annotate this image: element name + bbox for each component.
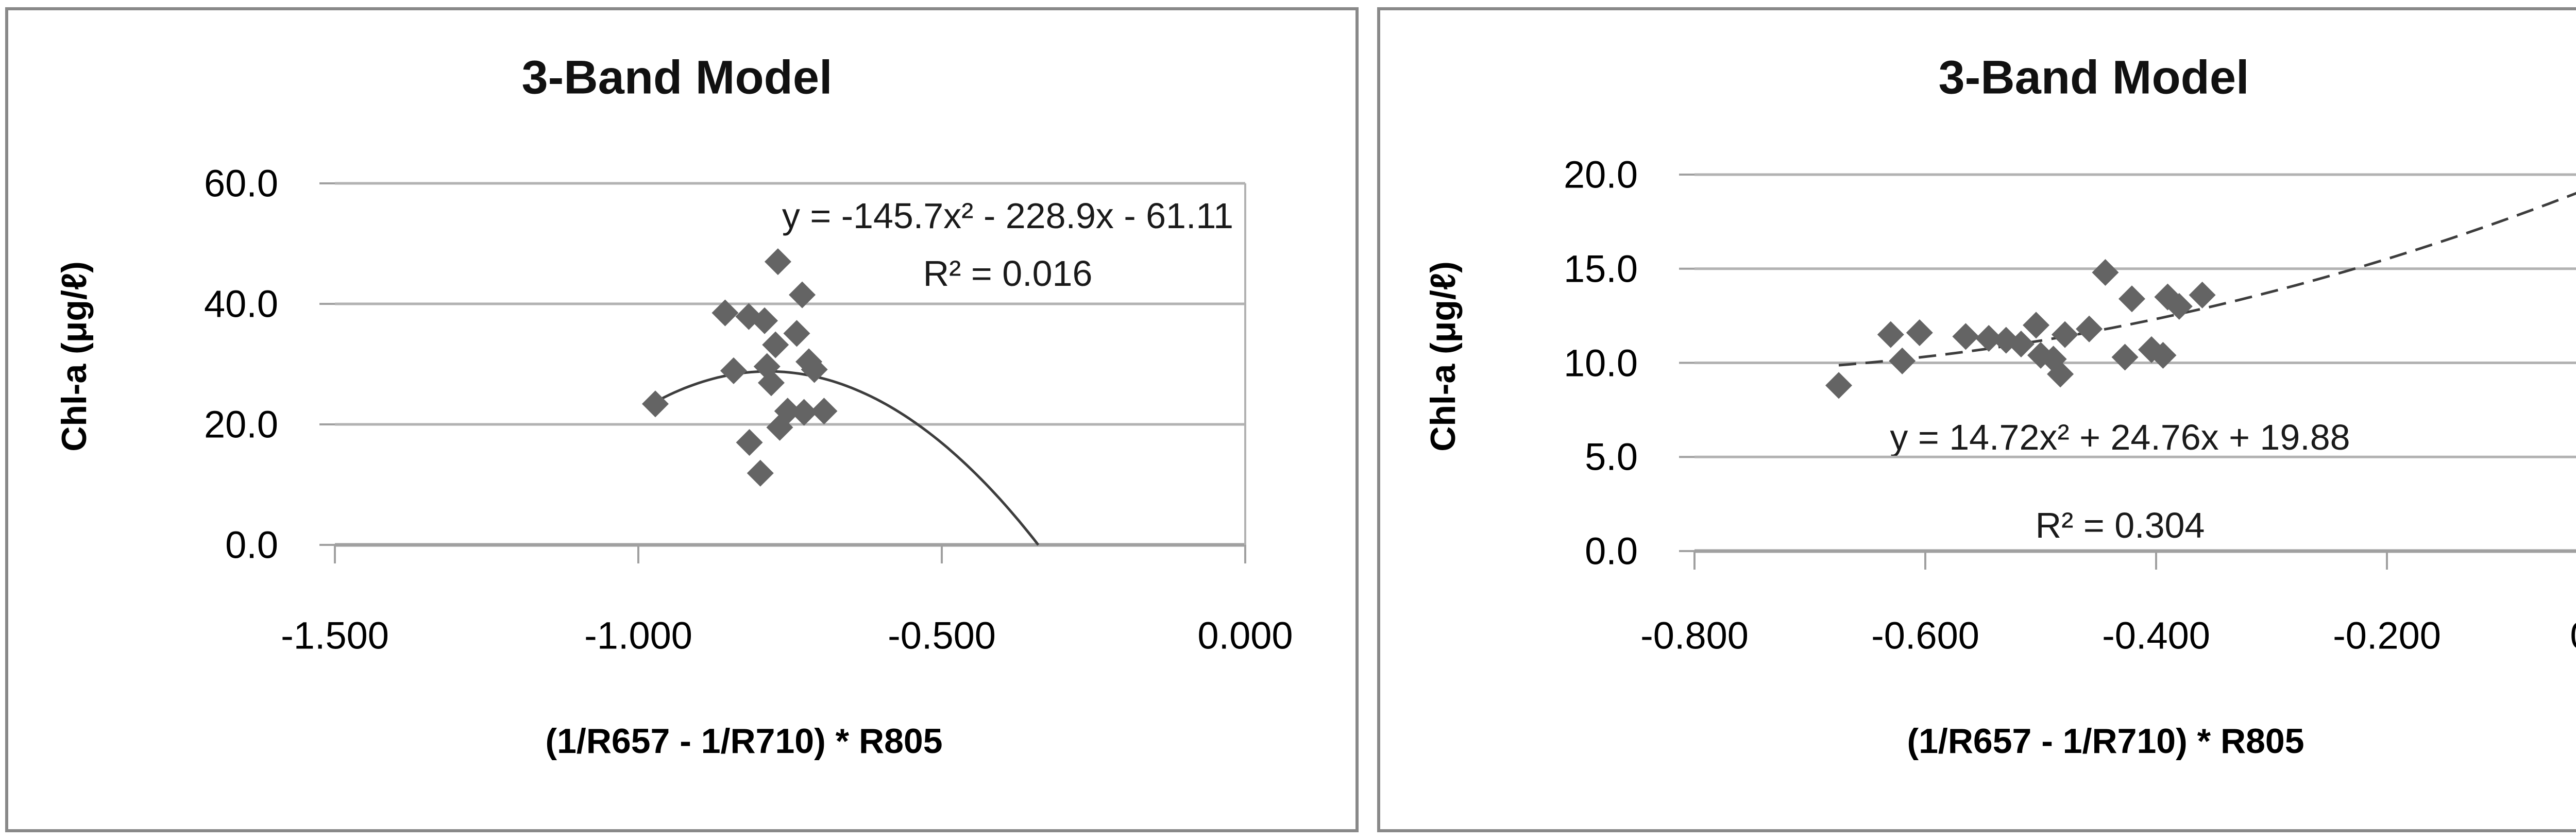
- data-point-diamond: [2092, 259, 2119, 286]
- data-point-diamond: [736, 429, 763, 456]
- data-point-diamond: [2047, 361, 2074, 388]
- data-point-diamond: [747, 459, 774, 487]
- chart-panel-right: 3-Band Model Chl-a (μg/ℓ) (1/R657 - 1/R7…: [1377, 7, 2576, 832]
- data-point-diamond: [1952, 323, 1979, 350]
- y-tick-label: 60.0: [204, 162, 278, 205]
- y-tick-label: 15.0: [1563, 247, 1638, 290]
- chart-panel-left: 3-Band Model Chl-a (μg/ℓ) (1/R657 - 1/R7…: [5, 7, 1359, 832]
- data-point-diamond: [2165, 293, 2193, 320]
- data-point-diamond: [1889, 347, 1916, 374]
- data-point-diamond: [2007, 330, 2035, 357]
- data-point-diamond: [766, 414, 793, 441]
- data-point-diamond: [1975, 324, 2003, 352]
- chart-title: 3-Band Model: [521, 51, 833, 104]
- plot-area: [1679, 173, 2576, 570]
- data-point-diamond: [2052, 321, 2079, 348]
- data-point-diamond: [1906, 319, 1933, 347]
- data-point-diamond: [2076, 315, 2103, 342]
- y-tick-label: 10.0: [1563, 341, 1638, 384]
- data-point-diamond: [2189, 281, 2216, 308]
- data-point-diamond: [2149, 341, 2177, 369]
- data-point-diamond: [720, 357, 747, 384]
- x-tick-label: -0.500: [888, 614, 996, 657]
- plot-area: [319, 182, 1246, 563]
- trendline-equation: y = 14.72x² + 24.76x + 19.88: [1890, 417, 2350, 457]
- data-point-diamond: [2118, 285, 2145, 313]
- y-tick-label: 20.0: [1563, 153, 1638, 196]
- data-point-diamond: [783, 320, 810, 347]
- data-point-diamond: [2040, 346, 2067, 373]
- x-tick-label: -0.800: [1640, 614, 1749, 657]
- data-points-group: [1825, 259, 2216, 399]
- x-axis-title: (1/R657 - 1/R710) * R805: [1907, 722, 2304, 761]
- data-point-diamond: [751, 307, 778, 334]
- r-squared-label: R² = 0.016: [923, 253, 1093, 294]
- data-point-diamond: [790, 399, 818, 426]
- y-tick-label: 5.0: [1585, 435, 1638, 478]
- trendline-curve: [1838, 192, 2576, 367]
- data-point-diamond: [810, 398, 838, 425]
- x-tick-label: -1.000: [584, 614, 692, 657]
- y-tick-label: 20.0: [204, 403, 278, 446]
- y-tick-label: 0.0: [225, 523, 278, 567]
- data-point-diamond: [1877, 321, 1904, 348]
- x-tick-label: -0.600: [1871, 614, 1979, 657]
- data-point-diamond: [711, 299, 739, 327]
- data-point-diamond: [2023, 312, 2050, 339]
- data-point-diamond: [757, 369, 785, 397]
- data-points-group: [641, 248, 838, 487]
- chart-title: 3-Band Model: [1938, 51, 2249, 104]
- data-point-diamond: [2111, 344, 2139, 371]
- data-point-diamond: [1825, 372, 1852, 399]
- x-tick-label: 0.000: [1197, 614, 1293, 657]
- trendline-curve: [654, 370, 1040, 546]
- y-tick-label: 0.0: [1585, 529, 1638, 573]
- x-tick-label: -0.200: [2333, 614, 2441, 657]
- trendline-equation: y = -145.7x² - 228.9x - 61.11: [782, 196, 1234, 236]
- x-axis-title: (1/R657 - 1/R710) * R805: [545, 722, 943, 761]
- data-point-diamond: [762, 331, 789, 358]
- x-tick-label: -0.400: [2102, 614, 2210, 657]
- x-tick-label: 0.000: [2570, 614, 2576, 658]
- data-point-diamond: [764, 248, 791, 276]
- data-point-diamond: [789, 281, 816, 308]
- r-squared-label: R² = 0.304: [2035, 505, 2205, 545]
- data-point-diamond: [641, 390, 669, 418]
- x-tick-label: -1.500: [281, 614, 389, 657]
- data-point-diamond: [801, 356, 828, 383]
- y-tick-label: 40.0: [204, 282, 278, 325]
